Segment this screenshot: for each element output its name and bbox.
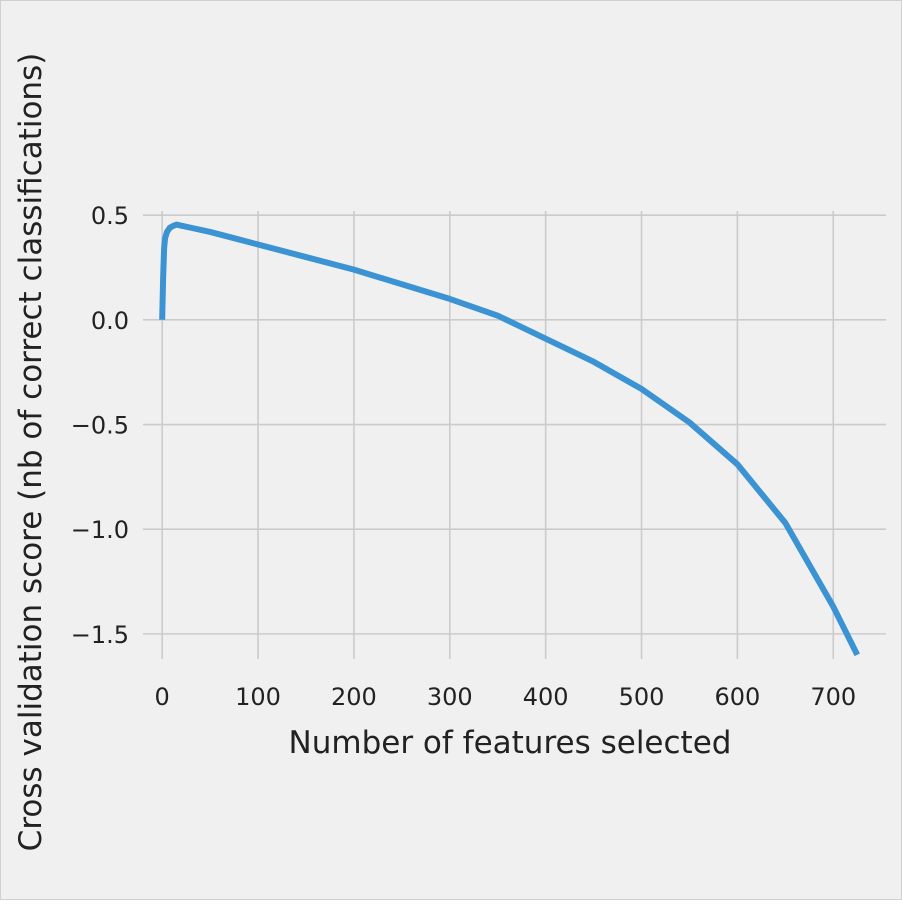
y-tick-label: 0.0 xyxy=(91,307,129,335)
grid xyxy=(143,211,886,659)
y-tick-label: −0.5 xyxy=(71,412,129,440)
y-tick-label: 0.5 xyxy=(91,202,129,230)
x-tick-label: 0 xyxy=(155,683,170,711)
plot-area xyxy=(143,211,886,659)
y-axis-label: Cross validation score (nb of correct cl… xyxy=(13,53,49,852)
series-line-0 xyxy=(159,221,860,657)
y-tick-label: −1.5 xyxy=(71,621,129,649)
x-axis-label: Number of features selected xyxy=(289,725,732,761)
x-tick-label: 500 xyxy=(619,683,665,711)
x-tick-label: 300 xyxy=(427,683,473,711)
series-group xyxy=(159,221,860,657)
x-tick-label: 700 xyxy=(810,683,856,711)
x-tick-label: 600 xyxy=(714,683,760,711)
x-tick-label: 200 xyxy=(331,683,377,711)
x-tick-label: 100 xyxy=(235,683,281,711)
y-tick-label: −1.0 xyxy=(71,516,129,544)
y-axis-ticks: 0.5 0.0 −0.5 −1.0 −1.5 xyxy=(71,202,129,649)
x-tick-label: 400 xyxy=(523,683,569,711)
x-axis-ticks: 0 100 200 300 400 500 600 700 xyxy=(155,683,857,711)
